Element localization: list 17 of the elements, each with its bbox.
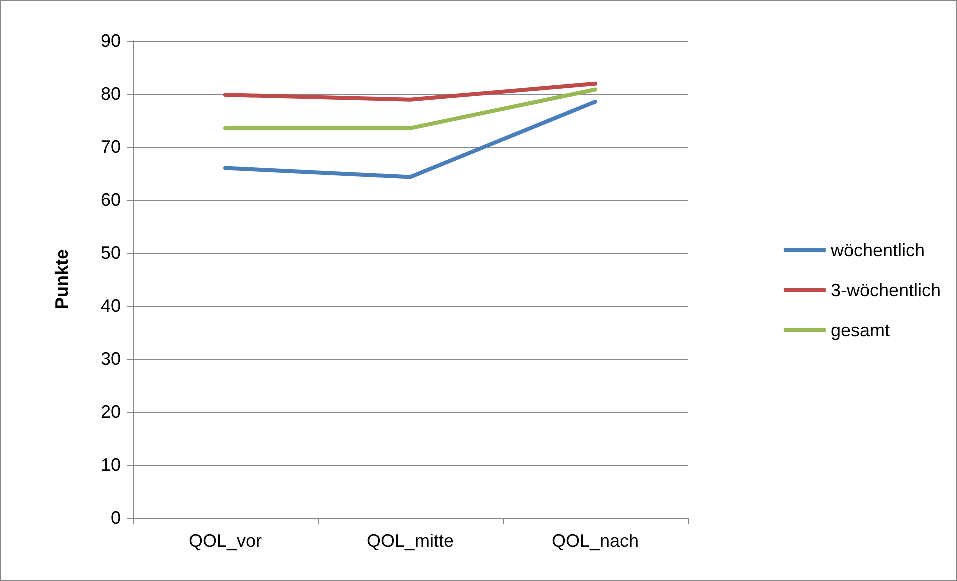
y-tick-label: 50: [100, 243, 121, 263]
y-tick-label: 80: [100, 84, 121, 104]
legend-label: gesamt: [830, 320, 890, 340]
x-tick-label: QOL_vor: [188, 531, 262, 551]
y-tick-label: 90: [100, 31, 121, 51]
y-tick-label: 0: [110, 508, 121, 528]
y-tick-label: 70: [100, 137, 121, 157]
y-tick-label: 20: [100, 402, 121, 422]
y-tick-label: 60: [100, 190, 121, 210]
y-tick-label: 30: [100, 349, 121, 369]
y-axis-title: Punkte: [52, 249, 72, 310]
y-tick-label: 40: [100, 296, 121, 316]
legend-label: wöchentlich: [830, 240, 926, 260]
y-tick-label: 10: [100, 455, 121, 475]
x-tick-label: QOL_mitte: [366, 531, 454, 551]
legend-label: 3-wöchentlich: [830, 280, 942, 300]
x-tick-label: QOL_nach: [552, 531, 640, 551]
